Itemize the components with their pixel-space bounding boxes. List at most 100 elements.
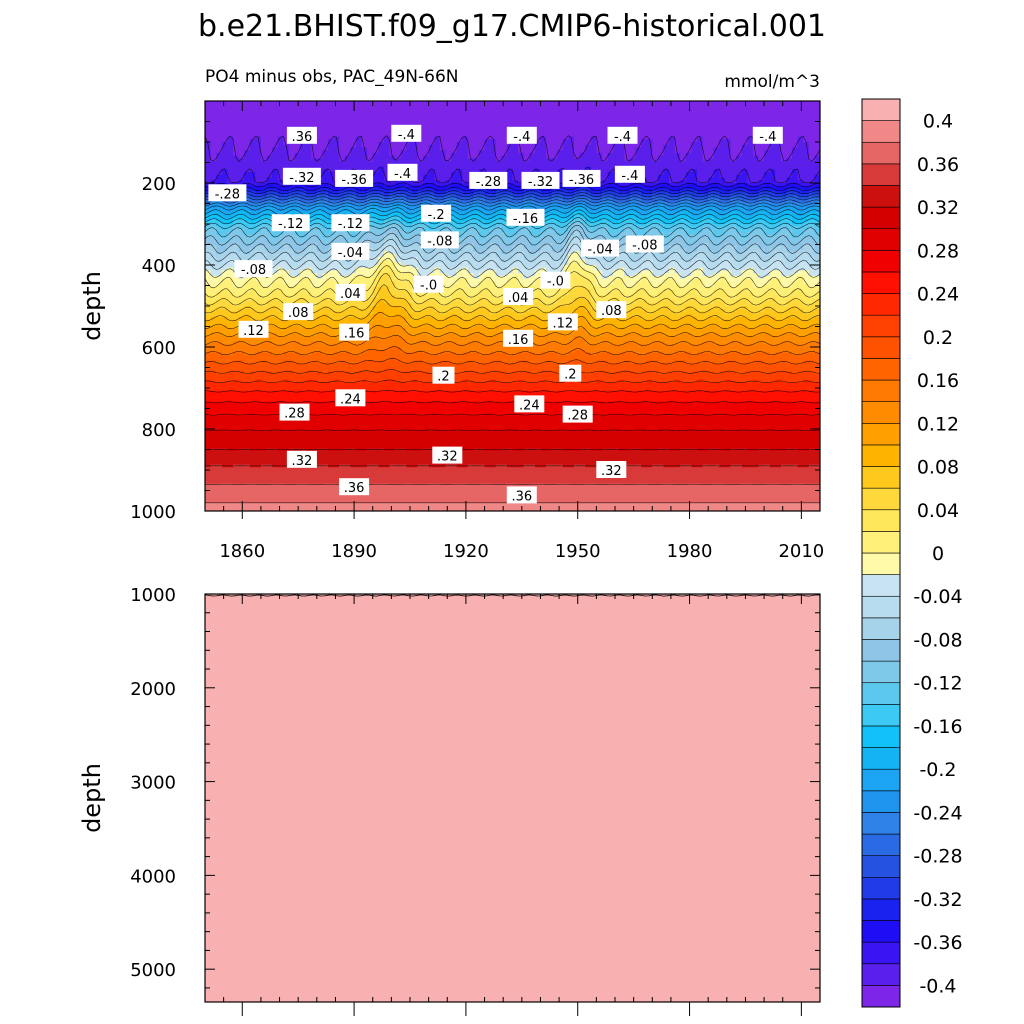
contour-label: .08 [283,303,314,321]
contour-cell [719,196,732,200]
contour-cell [445,196,458,200]
contour-cell [752,267,788,272]
contour-cell [674,292,687,296]
contour-cell [808,270,820,274]
contour-cell [657,229,676,233]
contour-cell [641,207,648,211]
contour-cell [205,360,217,364]
contour-cell [434,191,447,195]
contour-cell [378,204,391,209]
contour-cell [713,221,726,225]
contour-cell [227,139,234,143]
contour-cell [624,155,637,159]
contour-cell [752,352,771,356]
contour-cell [814,174,820,179]
contour-cell [624,152,637,157]
contour-cell [562,139,575,143]
contour-cell [367,306,374,310]
contour-cell [562,196,575,200]
contour-cell [445,202,458,206]
contour-cell [339,360,346,364]
contour-cell [635,232,648,236]
contour-cell [635,229,648,233]
contour-cell [411,172,430,176]
contour-cell [551,303,570,307]
contour-cell [629,158,653,162]
contour-cell [372,172,385,176]
contour-cell [674,150,693,154]
contour-cell [495,270,514,274]
contour-cell [758,251,765,255]
contour-cell [730,152,743,157]
contour-cell [467,341,480,345]
contour-cell [646,289,665,293]
contour-cell [316,273,324,277]
contour-cell [629,188,648,192]
contour-cell [333,352,351,356]
contour-cell [372,429,385,433]
contour-cell [210,379,234,384]
contour-cell [389,303,413,307]
contour-cell [674,270,693,274]
contour-cell [389,464,407,468]
contour-cell [205,316,212,321]
colorbar-label: 0.12 [917,413,959,435]
contour-cell [328,333,340,337]
contour-cell [328,316,346,321]
contour-cell [328,265,346,269]
contour-cell [355,193,368,198]
contour-cell [669,248,687,252]
contour-cell [730,191,748,195]
contour-label-text: -.4 [614,130,631,145]
contour-cell [803,275,820,280]
contour-cell [590,292,597,296]
contour-cell [747,232,765,236]
contour-cell [462,237,474,241]
colorbar-label: 0.08 [917,457,959,479]
contour-cell [490,300,502,304]
contour-cell [210,158,217,162]
contour-cell [316,193,329,198]
contour-cell [579,152,603,157]
contour-cell [747,180,760,184]
contour-cell [518,229,530,233]
contour-cell [406,300,413,304]
contour-cell [562,240,570,244]
contour-cell [501,234,508,239]
contour-cell [663,215,676,220]
contour-cell [741,215,754,220]
contour-cell [752,221,771,225]
contour-cell [473,213,480,217]
contour-cell [769,278,782,282]
contour-cell [546,251,564,255]
contour-cell [501,229,519,233]
contour-cell [467,464,486,468]
contour-cell [400,314,413,318]
contour-cell [618,237,631,241]
contour-cell [646,251,653,255]
contour-cell [205,398,820,403]
contour-cell [205,185,374,190]
contour-cell [523,325,536,329]
contour-cell [260,142,279,146]
contour-cell [484,199,502,203]
contour-cell [205,234,223,239]
contour-label-box [506,208,545,226]
contour-cell [495,150,508,154]
contour-cell [663,265,681,269]
contour-label: .24 [335,389,366,407]
contour-cell [205,122,820,127]
contour-cell [378,202,391,206]
contour-cell [462,289,480,293]
contour-cell [205,442,820,446]
contour-cell [579,429,597,433]
contour-cell [423,155,447,159]
contour-cell [244,232,256,236]
contour-cell [506,147,519,151]
contour-cell [769,371,793,375]
contour-cell [568,251,575,255]
contour-cell [724,213,732,217]
contour-cell [417,256,424,261]
contour-cell [333,278,351,282]
contour-cell [227,169,273,173]
